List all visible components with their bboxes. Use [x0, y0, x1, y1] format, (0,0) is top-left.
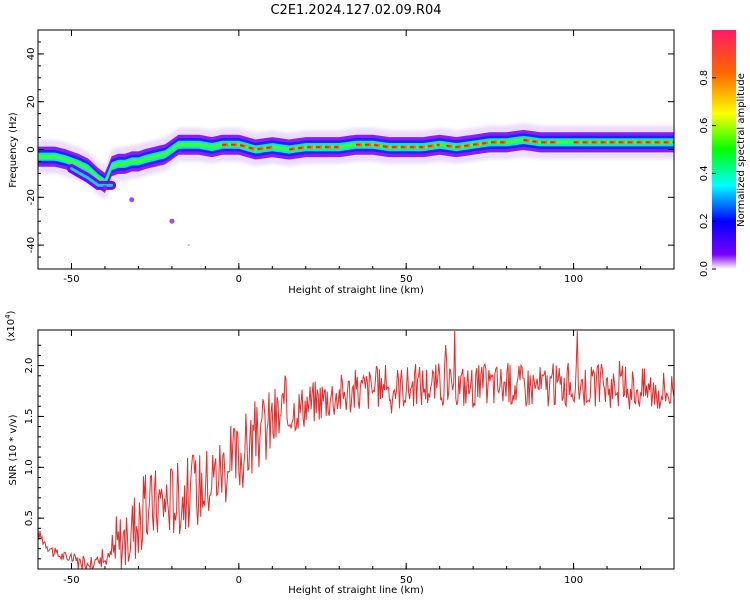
colorbar-tick-label: 0.8	[699, 70, 710, 86]
ridge-peak-3	[446, 141, 507, 148]
snr-y-label: SNR (10 * v/v)	[8, 414, 19, 485]
svg-text:(x104): (x104)	[4, 310, 17, 341]
colorbar-tick-label: 0.6	[699, 118, 710, 134]
colorbar-axis: 0.0 0.2 0.4 0.6 0.8	[699, 70, 716, 277]
spectrogram-x-label: Height of straight line (km)	[288, 285, 424, 296]
y-tick-label: -40	[26, 237, 37, 253]
x-tick-label: 50	[400, 575, 413, 586]
colorbar-label: Normalized spectral amplitude	[736, 73, 747, 227]
colorbar-tick-label: 0.4	[699, 165, 710, 181]
snr-panel: -50 0 50 100 0.5 1.0 1.5 2.0 Height of straight…	[4, 310, 675, 596]
y-tick-label: -20	[26, 189, 37, 205]
scatter-point	[102, 185, 108, 191]
ridge-core-2	[356, 143, 440, 149]
y-tick-label: 2.0	[24, 358, 35, 374]
snr-scale-prefix: (x10	[6, 319, 17, 342]
x-tick-label: -50	[63, 274, 79, 285]
y-tick-label: 0	[26, 146, 37, 152]
x-tick-label: -50	[63, 575, 79, 586]
y-tick-label: 20	[26, 95, 37, 108]
scatter-point	[129, 197, 135, 203]
x-tick-label: 100	[564, 575, 583, 586]
y-tick-label: 0.5	[24, 510, 35, 526]
x-tick-label: 50	[400, 274, 413, 285]
snr-axes: -50 0 50 100 0.5 1.0 1.5 2.0	[24, 330, 675, 586]
scatter-point	[169, 218, 175, 224]
x-tick-label: 0	[236, 274, 242, 285]
snr-scale-suffix: )	[6, 310, 17, 314]
snr-scale-label: (x104)	[4, 310, 17, 341]
spectrogram-y-label: Frequency (Hz)	[8, 112, 19, 188]
x-tick-label: 100	[564, 274, 583, 285]
figure-title: C2E1.2024.127.02.09.R04	[270, 3, 441, 18]
spectral-ridge	[38, 123, 674, 247]
ridge-peak-4	[523, 139, 557, 144]
snr-scale-exponent: 4	[4, 314, 12, 319]
spectrogram-panel: -50 0 50 100 -40 -20 0 20 40 Height of straight …	[8, 29, 675, 296]
ridge-cyan-band	[38, 135, 674, 187]
y-tick-label: 40	[26, 48, 37, 61]
y-tick-label: 1.0	[24, 459, 35, 475]
colorbar-tick-label: 0.0	[699, 261, 710, 277]
snr-x-label: Height of straight line (km)	[288, 585, 424, 596]
colorbar-gradient	[712, 30, 736, 269]
y-tick-label: 1.5	[24, 408, 35, 424]
colorbar-tick-label: 0.2	[699, 213, 710, 229]
scatter-point	[187, 244, 190, 247]
snr-series-line	[37, 330, 675, 570]
colorbar: 0.0 0.2 0.4 0.6 0.8 Normalized spectral ampl…	[699, 30, 747, 277]
ridge-core-1	[288, 145, 340, 151]
x-tick-label: 0	[236, 575, 242, 586]
snr-frame	[37, 329, 675, 570]
spectrogram-axes: -50 0 50 100 -40 -20 0 20 40	[26, 29, 675, 285]
